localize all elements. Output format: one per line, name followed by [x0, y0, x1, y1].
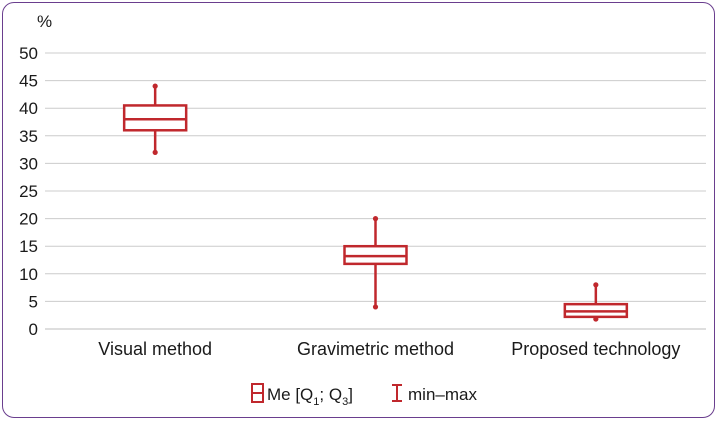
max-point [152, 83, 158, 89]
y-tick-label: 5 [29, 292, 38, 311]
y-tick-label: 50 [19, 44, 38, 63]
max-point [372, 216, 379, 222]
y-tick-label: 20 [19, 210, 38, 229]
legend: Me [Q1; Q3] min–max [251, 383, 477, 408]
y-tick-label: 35 [19, 127, 38, 146]
boxes [122, 83, 629, 322]
y-tick-label: 0 [29, 320, 38, 339]
min-point [372, 304, 379, 310]
chart-frame [2, 2, 715, 418]
box-2 [343, 216, 408, 310]
y-tick-label: 15 [19, 237, 38, 256]
iqr-box [122, 104, 188, 132]
min-point [152, 149, 158, 155]
y-tick-label: 40 [19, 99, 38, 118]
legend-whisker-label: min–max [408, 385, 477, 404]
y-tick-label: 30 [19, 154, 38, 173]
legend-box-icon [251, 383, 264, 403]
legend-whisker-icon [392, 384, 402, 402]
category-labels: Visual method Gravimetric method Proposed … [98, 339, 680, 359]
legend-box-label: Me [Q1; Q3] [267, 385, 353, 408]
category-label: Visual method [98, 339, 212, 359]
y-axis-ticks: 0 5 10 15 20 25 30 35 40 45 50 [19, 44, 38, 339]
box-3 [563, 282, 629, 322]
max-point [593, 282, 599, 288]
y-tick-label: 25 [19, 182, 38, 201]
y-tick-label: 10 [19, 265, 38, 284]
category-label: Gravimetric method [297, 339, 454, 359]
category-label: Proposed technology [511, 339, 680, 359]
y-axis-unit: % [37, 12, 52, 31]
y-tick-label: 45 [19, 72, 38, 91]
box-1 [122, 83, 188, 155]
